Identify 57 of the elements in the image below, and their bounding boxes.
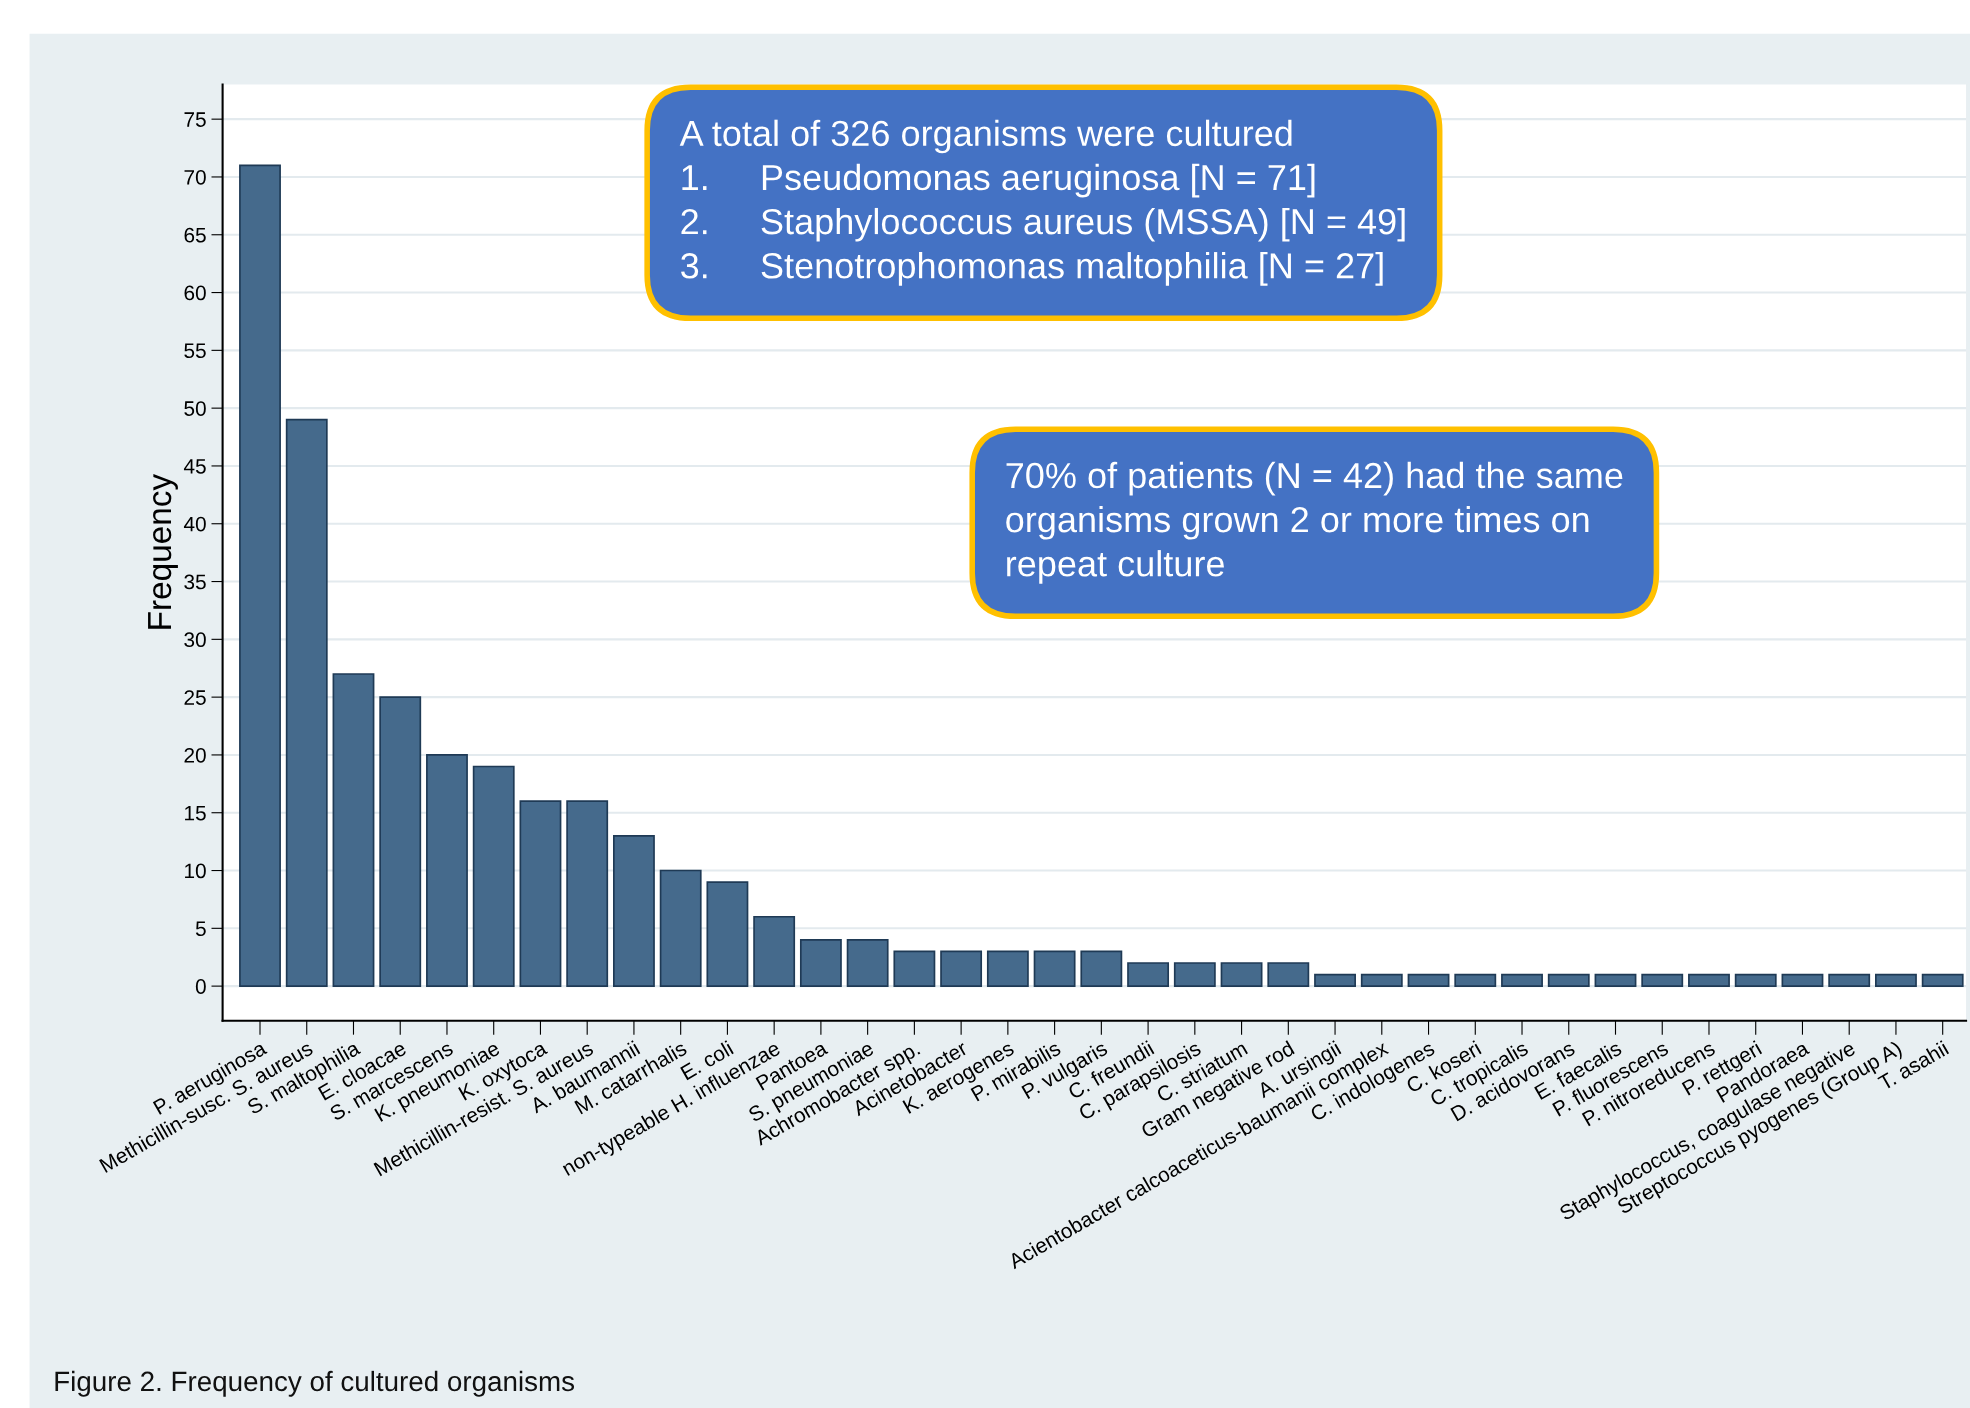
y-tick-label: 30 xyxy=(184,632,206,648)
y-tick-label: 50 xyxy=(184,401,206,416)
y-tick-label: 40 xyxy=(183,516,206,532)
bar xyxy=(1220,962,1263,987)
y-tick-label: 15 xyxy=(185,805,206,821)
bar xyxy=(846,939,889,987)
bar xyxy=(1641,973,1684,987)
bar xyxy=(1173,962,1216,987)
bar xyxy=(285,418,328,987)
bar xyxy=(1033,950,1076,987)
annotation: 70% of patients (N = 42) had the same organisms grown 2 or more times on repeat culture xyxy=(1006,461,1623,584)
bar xyxy=(612,835,655,987)
y-tick-label: 0 xyxy=(195,979,206,994)
bar xyxy=(1921,973,1964,987)
annotation: A total of 326 organisms were cultured 1. Pseudomonas aeruginosa [N = 71] 2. Staphylococcus aureus (MSSA) [N = 49] 3. Stenotrophomonas maltophilia [N = 27] xyxy=(679,119,1405,286)
bar xyxy=(1594,973,1637,987)
y-tick-label: 5 xyxy=(195,921,206,937)
y-tick-label: 65 xyxy=(184,227,206,243)
y-tick-label: 60 xyxy=(184,285,206,301)
bar xyxy=(1360,973,1403,987)
bar xyxy=(1314,973,1356,987)
bar xyxy=(1454,973,1497,987)
bar xyxy=(1267,962,1310,987)
bar xyxy=(799,939,842,987)
y-tick-label: 10 xyxy=(185,863,206,879)
bar xyxy=(1734,973,1777,987)
y-tick-label: 35 xyxy=(184,574,206,590)
bar xyxy=(1547,973,1590,987)
bar xyxy=(706,881,749,987)
bar xyxy=(986,950,1029,987)
bar xyxy=(472,765,515,987)
bar xyxy=(426,754,468,987)
bar xyxy=(1501,973,1543,987)
bar xyxy=(332,673,375,987)
y-tick-label: 45 xyxy=(183,459,206,474)
y-tick-label: 20 xyxy=(184,747,206,763)
bar xyxy=(379,696,422,987)
bar xyxy=(1407,973,1450,987)
y-tick-label: 25 xyxy=(184,690,206,705)
y-tick-label: 70 xyxy=(184,169,206,185)
y-tick-label: 55 xyxy=(184,343,206,359)
bar xyxy=(239,164,281,987)
bar xyxy=(1781,973,1824,987)
bar xyxy=(1828,973,1871,987)
bar xyxy=(1080,950,1123,987)
bar xyxy=(519,800,562,987)
bar xyxy=(1875,973,1917,987)
y-axis-title: Frequency xyxy=(148,473,178,629)
bar xyxy=(566,800,609,987)
bar xyxy=(1127,962,1170,987)
bar xyxy=(753,915,796,987)
bar xyxy=(659,869,702,987)
bar xyxy=(1688,973,1730,987)
y-tick-label: 75 xyxy=(184,112,206,127)
caption: Figure 2. Frequency of cultured organisms xyxy=(55,1370,575,1397)
bar xyxy=(893,950,936,987)
bar xyxy=(940,950,983,987)
